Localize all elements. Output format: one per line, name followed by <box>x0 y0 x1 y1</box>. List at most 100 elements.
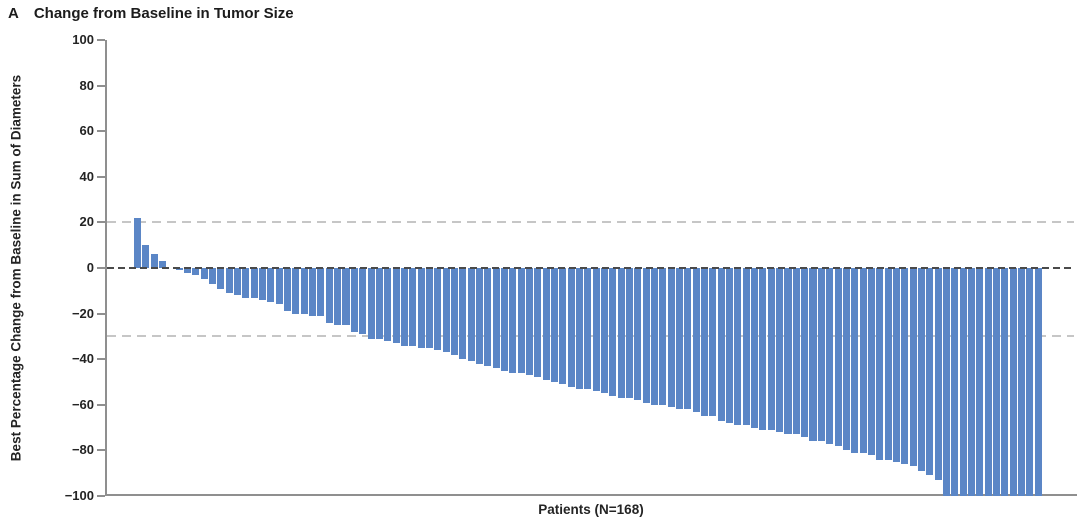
y-tick-mark <box>97 221 105 224</box>
y-tick-mark <box>97 495 105 497</box>
patient-bar <box>375 268 383 339</box>
patient-bar <box>592 268 600 392</box>
patient-bar <box>676 268 684 410</box>
y-tick-label: 40 <box>79 168 94 184</box>
patient-bar <box>192 268 200 275</box>
patient-bar <box>559 268 567 385</box>
patient-bar <box>892 268 900 462</box>
y-tick-label: −20 <box>71 305 94 321</box>
panel-title-row: A Change from Baseline in Tumor Size <box>8 5 294 22</box>
patient-bar <box>984 268 992 496</box>
y-tick-label: 80 <box>79 77 94 93</box>
patient-bar <box>759 268 767 430</box>
patient-bar <box>267 268 275 303</box>
patient-bar <box>550 268 558 382</box>
y-axis-tick-marks <box>97 39 105 497</box>
patient-bar <box>867 268 875 455</box>
y-tick-mark <box>97 39 105 41</box>
patient-bar <box>542 268 550 380</box>
patient-bar <box>509 268 517 373</box>
patient-bar <box>659 268 667 405</box>
patient-bar <box>751 268 759 428</box>
patient-bar <box>400 268 408 346</box>
patient-bar <box>492 268 500 369</box>
patient-bar <box>359 268 367 335</box>
patient-bar <box>801 268 809 437</box>
patient-bar <box>534 268 542 378</box>
patient-bar <box>1026 268 1034 496</box>
panel-title: Change from Baseline in Tumor Size <box>33 5 294 22</box>
patient-bar <box>292 268 300 314</box>
patient-bar <box>1034 268 1042 496</box>
patient-bar <box>392 268 400 344</box>
patient-bar <box>642 268 650 403</box>
patient-bar <box>876 268 884 460</box>
patient-bar <box>967 268 975 496</box>
patient-bar <box>309 268 317 316</box>
patient-bar <box>175 268 183 271</box>
patient-bar <box>1009 268 1017 496</box>
y-tick-label: −60 <box>71 396 94 412</box>
y-tick-mark <box>97 175 105 178</box>
patient-bar <box>142 245 150 268</box>
patient-bar <box>842 268 850 451</box>
patient-bar <box>784 268 792 435</box>
y-tick-label: −100 <box>64 488 94 503</box>
patient-bar <box>484 268 492 367</box>
y-tick-label: −40 <box>71 351 94 367</box>
patient-bar <box>475 268 483 364</box>
patient-bar <box>342 268 350 325</box>
y-tick-mark <box>97 312 105 315</box>
patient-bar <box>692 268 700 412</box>
patient-bar <box>517 268 525 373</box>
y-tick-label: 100 <box>72 32 94 47</box>
patient-bar <box>459 268 467 360</box>
y-tick-label: 20 <box>79 214 94 230</box>
patient-bar <box>575 268 584 389</box>
patient-bar <box>134 217 142 268</box>
patient-bar <box>417 268 425 348</box>
patient-bar <box>409 268 417 346</box>
patient-bar <box>626 268 634 398</box>
patient-bar <box>425 268 433 348</box>
patient-bar <box>851 268 859 453</box>
patient-bar <box>701 268 709 417</box>
panel-label: A <box>8 5 19 22</box>
gridline-plus20 <box>107 221 1074 224</box>
y-tick-mark <box>97 403 105 406</box>
patient-bar <box>959 268 967 496</box>
patient-bar <box>325 268 333 323</box>
y-tick-mark <box>97 130 105 133</box>
patient-bar <box>259 268 267 300</box>
patient-bar <box>217 268 225 289</box>
y-tick-mark <box>97 84 105 87</box>
patient-bar <box>584 268 592 389</box>
patient-bar <box>942 268 950 496</box>
patient-bar <box>567 268 575 387</box>
patient-bar <box>209 268 217 284</box>
patient-bar <box>1017 268 1025 496</box>
patient-bar <box>275 268 283 305</box>
patient-bar <box>300 268 308 314</box>
patient-bar <box>467 268 475 362</box>
patient-bar <box>184 268 192 273</box>
patient-bar <box>242 268 250 298</box>
patient-bar <box>1001 268 1009 496</box>
bars-layer <box>107 40 1077 496</box>
patient-bar <box>826 268 834 444</box>
y-tick-label: 0 <box>86 260 94 275</box>
plot-area <box>105 40 1077 496</box>
y-tick-mark <box>97 358 105 361</box>
patient-bar <box>859 268 867 453</box>
patient-bar <box>884 268 892 460</box>
y-tick-mark <box>97 267 105 269</box>
y-axis-tick-labels: 100 80 60 40 20 0 −20 −40 −60 −80 −100 <box>0 32 97 503</box>
patient-bar <box>684 268 692 410</box>
patient-bar <box>442 268 450 353</box>
patient-bar <box>150 254 158 268</box>
patient-bar <box>926 268 934 476</box>
patient-bar <box>934 268 942 481</box>
patient-bar <box>367 268 375 339</box>
patient-bar <box>250 268 258 298</box>
